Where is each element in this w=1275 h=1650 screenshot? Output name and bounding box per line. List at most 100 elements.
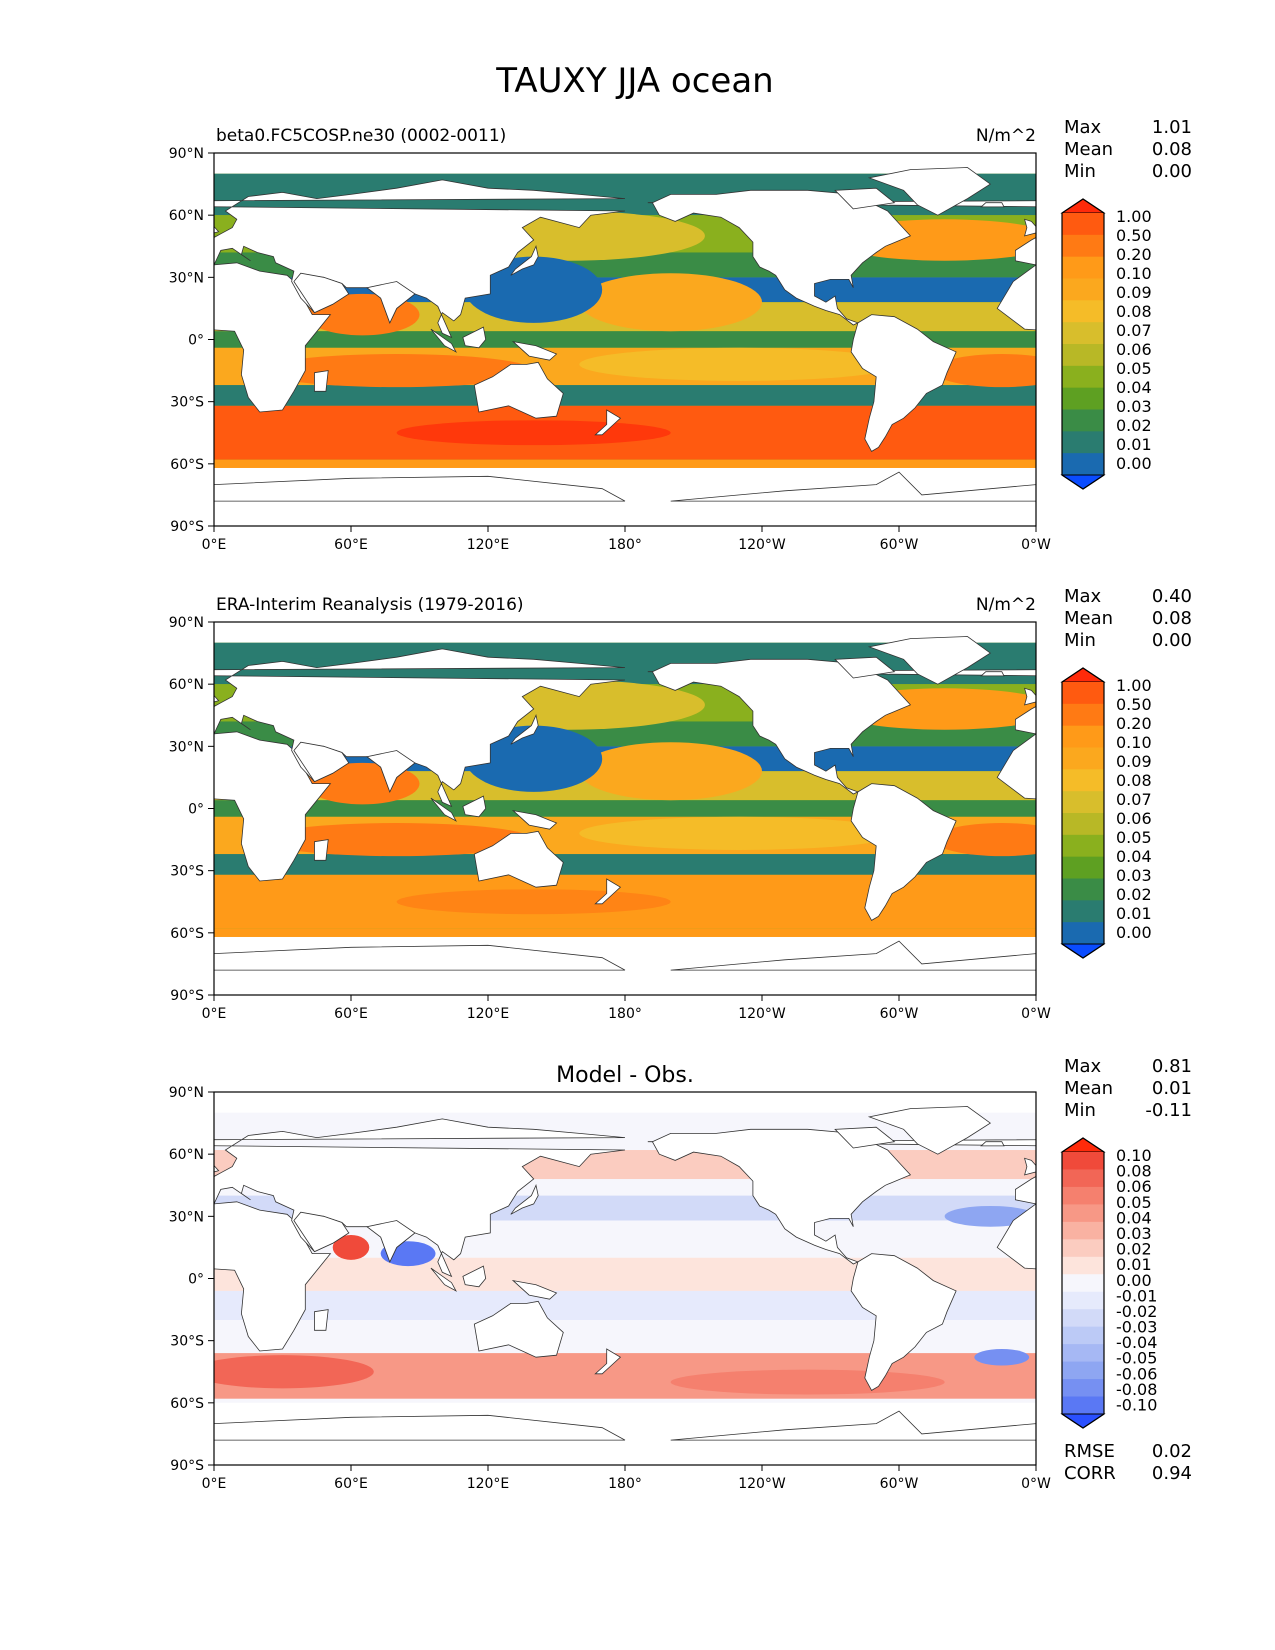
land-namerica bbox=[651, 1128, 912, 1265]
map-panel-3: 90°N 60°N 30°N 0° 30°S 60°S 90°S 0°E 60°E 120°E 18… bbox=[169, 1056, 1192, 1492]
colorbar-segment bbox=[1062, 322, 1104, 345]
stat-value: 0.00 bbox=[1152, 630, 1192, 651]
lon-tick-label: 180° bbox=[608, 1006, 642, 1022]
stat-value: 0.02 bbox=[1152, 1441, 1192, 1462]
map-field bbox=[214, 622, 1036, 995]
panel-center-title: Model - Obs. bbox=[556, 1063, 694, 1088]
lon-tick-label: 60°W bbox=[880, 537, 919, 553]
stat-value: -0.11 bbox=[1145, 1100, 1192, 1121]
lon-tick-label: 120°W bbox=[738, 1006, 786, 1022]
colorbar-label: 0.07 bbox=[1116, 321, 1152, 340]
colorbar-label: 1.00 bbox=[1116, 676, 1152, 695]
southern-jet-maximum bbox=[396, 420, 671, 446]
stat-value: 0.40 bbox=[1152, 586, 1192, 607]
lat-tick-label: 30°N bbox=[169, 1209, 204, 1225]
land-madagascar bbox=[314, 370, 329, 392]
colorbar-segment bbox=[1062, 1291, 1104, 1310]
south-pacific-trades bbox=[579, 816, 899, 850]
lon-tick-label: 120°E bbox=[467, 1476, 510, 1492]
colorbar-label: 0.04 bbox=[1116, 847, 1152, 866]
lon-tick-label: 60°W bbox=[880, 1006, 919, 1022]
land-australia bbox=[473, 361, 564, 419]
colorbar-extend-min bbox=[1060, 474, 1106, 490]
lon-tick-label: 60°E bbox=[334, 537, 368, 553]
lat-tick-label: 60°S bbox=[170, 457, 204, 473]
stat-value: 1.01 bbox=[1152, 117, 1192, 138]
colorbar-extend-max bbox=[1060, 667, 1106, 683]
colorbar-label: 0.03 bbox=[1116, 397, 1152, 416]
land-japan bbox=[510, 714, 539, 745]
panel-units: N/m^2 bbox=[976, 595, 1036, 615]
land-baffin bbox=[834, 1126, 896, 1149]
land-uk bbox=[214, 694, 220, 703]
land-africa bbox=[996, 733, 1036, 800]
colorbar-segment bbox=[1062, 1326, 1104, 1345]
stat-value: 0.08 bbox=[1152, 608, 1192, 629]
colorbar-label: -0.03 bbox=[1116, 1318, 1157, 1337]
lat-tick-label: 90°N bbox=[169, 146, 204, 162]
panel-left-title: ERA-Interim Reanalysis (1979-2016) bbox=[216, 595, 524, 615]
land-antarctica bbox=[670, 471, 1036, 526]
colorbar-segment bbox=[1062, 1204, 1104, 1223]
lat-tick-label: 60°N bbox=[169, 677, 204, 693]
colorbar-segment bbox=[1062, 747, 1104, 770]
land-iceland bbox=[980, 671, 1005, 677]
colorbar-segment bbox=[1062, 1152, 1104, 1170]
colorbar-segment bbox=[1062, 900, 1104, 923]
south-atlantic-trades bbox=[933, 823, 1036, 857]
land-antarctica bbox=[214, 1414, 626, 1465]
land-africa bbox=[214, 731, 332, 882]
lat-tick-label: 90°N bbox=[169, 1085, 204, 1101]
land-uk bbox=[214, 1164, 220, 1173]
colorbar-label: 0.06 bbox=[1116, 340, 1152, 359]
colorbar-label: 0.50 bbox=[1116, 695, 1152, 714]
colorbar-segment bbox=[1062, 725, 1104, 748]
indian-trades bbox=[259, 354, 534, 388]
lon-tick-label: 120°W bbox=[738, 1476, 786, 1492]
land-newguinea bbox=[511, 809, 558, 830]
lat-tick-label: 60°N bbox=[169, 208, 204, 224]
colorbar-segment bbox=[1062, 1379, 1104, 1398]
colorbar-label: 0.05 bbox=[1116, 1193, 1152, 1212]
colorbar-label: 0.04 bbox=[1116, 378, 1152, 397]
colorbar-label: 0.10 bbox=[1116, 1146, 1152, 1165]
colorbar-label: -0.02 bbox=[1116, 1302, 1157, 1321]
land-nz bbox=[594, 409, 622, 436]
land-antarctica bbox=[670, 940, 1036, 995]
colorbar-label: 0.00 bbox=[1116, 923, 1152, 942]
colorbar-extend-min bbox=[1060, 943, 1106, 959]
land-india bbox=[366, 281, 416, 324]
colorbar-segment bbox=[1062, 1274, 1104, 1293]
lat-tick-label: 30°S bbox=[170, 395, 204, 411]
stat-label: RMSE bbox=[1064, 1441, 1115, 1462]
lon-tick-label: 0°E bbox=[202, 537, 227, 553]
land-samerica bbox=[850, 783, 957, 921]
band-southern-edge bbox=[214, 459, 1036, 468]
colorbar-label: 0.06 bbox=[1116, 809, 1152, 828]
lon-tick-label: 0°W bbox=[1021, 1006, 1051, 1022]
land-namerica bbox=[651, 189, 912, 326]
land-nz bbox=[594, 1348, 622, 1375]
stat-value: 0.81 bbox=[1152, 1056, 1192, 1077]
colorbar-segment bbox=[1062, 856, 1104, 879]
colorbar-label: 0.01 bbox=[1116, 904, 1152, 923]
colorbar-label: 0.01 bbox=[1116, 435, 1152, 454]
land-antarctica bbox=[214, 475, 626, 526]
colorbar-segment bbox=[1062, 1361, 1104, 1380]
south-pacific-trades bbox=[579, 347, 899, 381]
colorbar-label: 0.00 bbox=[1116, 1271, 1152, 1290]
west-pacific-calm bbox=[465, 725, 603, 792]
colorbar-label: 0.08 bbox=[1116, 302, 1152, 321]
land-samerica bbox=[850, 1253, 957, 1391]
lon-tick-label: 60°E bbox=[334, 1476, 368, 1492]
colorbar-segment bbox=[1062, 234, 1104, 258]
land-borneo bbox=[462, 326, 487, 349]
colorbar-label: 0.04 bbox=[1116, 1208, 1152, 1227]
colorbar-segment bbox=[1062, 682, 1104, 705]
colorbar-label: 0.09 bbox=[1116, 752, 1152, 771]
lat-tick-label: 90°S bbox=[170, 988, 204, 1004]
indian-trades bbox=[259, 823, 534, 857]
stat-label: CORR bbox=[1064, 1463, 1116, 1484]
colorbar-label: -0.08 bbox=[1116, 1380, 1157, 1399]
